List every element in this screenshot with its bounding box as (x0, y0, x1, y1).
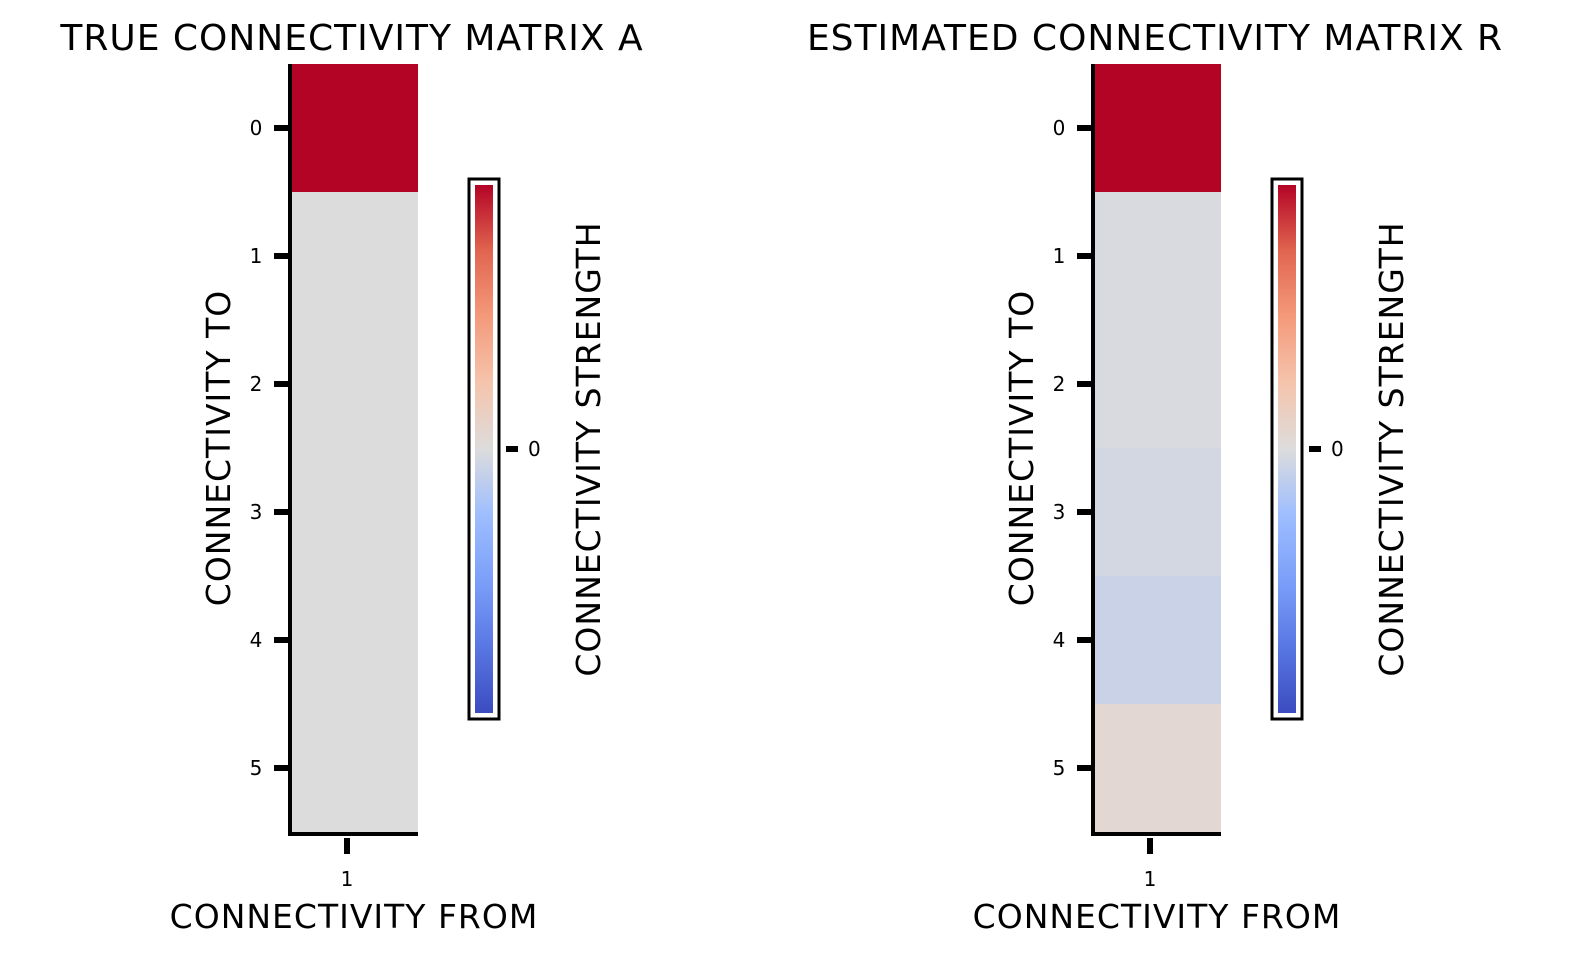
y-tick-label: 4 (1053, 628, 1066, 652)
heatmap-cell (292, 704, 418, 833)
heatmap-cell (292, 320, 418, 449)
heatmap-cell (1095, 576, 1221, 705)
chart-title: TRUE CONNECTIVITY MATRIX A (59, 18, 643, 59)
y-axis-label: CONNECTIVITY TO (199, 290, 238, 606)
colorbar-tick-label: 0 (1331, 437, 1344, 461)
x-tick-label: 1 (1144, 867, 1157, 891)
y-tick-label: 0 (1053, 116, 1066, 140)
y-tick-label: 3 (250, 500, 263, 524)
heatmap-cell (1095, 448, 1221, 577)
y-tick-label: 2 (1053, 372, 1066, 396)
heatmap-panel-1: TRUE CONNECTIVITY MATRIX A 0 1 2 3 4 5 1 CONNECT… (59, 18, 643, 936)
y-tick-label: 4 (250, 628, 263, 652)
x-axis-label: CONNECTIVITY FROM (973, 897, 1342, 936)
y-tick-label: 0 (250, 116, 263, 140)
y-tick-label: 3 (1053, 500, 1066, 524)
y-tick-label: 2 (250, 372, 263, 396)
heatmap-cell (1095, 320, 1221, 449)
y-tick-label: 5 (1053, 756, 1066, 780)
heatmap-cell (292, 576, 418, 705)
y-axis-label: CONNECTIVITY TO (1002, 290, 1041, 606)
heatmap-panel-2: ESTIMATED CONNECTIVITY MATRIX R 0 1 2 3 4 5 1 CO… (807, 18, 1503, 936)
x-tick-label: 1 (341, 867, 354, 891)
heatmap-cell (1095, 704, 1221, 833)
heatmap-cell (292, 192, 418, 321)
y-tick-label: 5 (250, 756, 263, 780)
chart-title: ESTIMATED CONNECTIVITY MATRIX R (807, 18, 1503, 59)
colorbar-gradient (1278, 185, 1296, 713)
colorbar-gradient (475, 185, 493, 713)
heatmap-cell (292, 64, 418, 193)
x-axis-label: CONNECTIVITY FROM (170, 897, 539, 936)
colorbar-label: CONNECTIVITY STRENGTH (1372, 221, 1411, 676)
heatmap-cell (1095, 192, 1221, 321)
heatmap-cell (1095, 64, 1221, 193)
heatmap-cell (292, 448, 418, 577)
y-tick-label: 1 (250, 244, 263, 268)
y-tick-label: 1 (1053, 244, 1066, 268)
colorbar-tick-label: 0 (528, 437, 541, 461)
colorbar-label: CONNECTIVITY STRENGTH (569, 221, 608, 676)
